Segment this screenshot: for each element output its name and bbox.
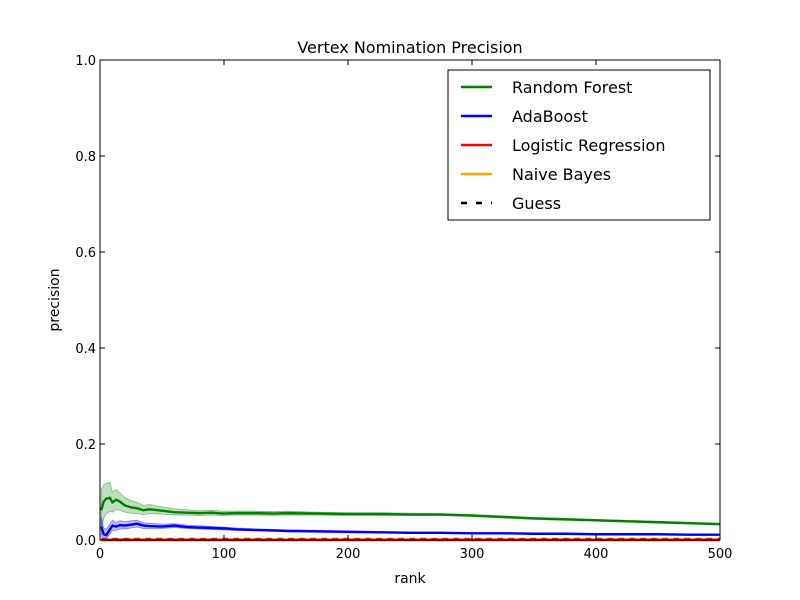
y-axis-label: precision <box>47 268 63 331</box>
x-tick-label: 300 <box>460 547 485 562</box>
x-tick-label: 500 <box>708 547 733 562</box>
legend-label: Random Forest <box>512 78 632 97</box>
legend-item-random-forest: Random Forest <box>461 78 632 97</box>
x-tick-label: 0 <box>96 547 104 562</box>
series-line-random-forest <box>100 496 721 526</box>
legend-item-adaboost: AdaBoost <box>461 107 588 126</box>
x-tick-label: 400 <box>584 547 609 562</box>
legend: Random Forest AdaBoost Logistic Regression… <box>447 69 711 221</box>
y-tick-label: 0.8 <box>75 150 96 165</box>
y-tick-label: 0.2 <box>75 438 96 453</box>
axis-ticks: 0 100 200 300 400 500 0.0 0.2 0.4 0.6 0.8 1.0 <box>75 54 732 562</box>
legend-item-guess: Guess <box>461 194 561 213</box>
legend-label: AdaBoost <box>512 107 588 126</box>
legend-item-logistic-regression: Logistic Regression <box>461 136 665 155</box>
x-tick-label: 100 <box>212 547 237 562</box>
x-axis-label: rank <box>394 571 426 587</box>
legend-label: Naive Bayes <box>512 165 611 184</box>
chart-title: Vertex Nomination Precision <box>297 38 522 57</box>
series-line-adaboost <box>100 522 720 537</box>
legend-item-naive-bayes: Naive Bayes <box>461 165 611 184</box>
plot-frame <box>99 59 721 541</box>
legend-label: Guess <box>512 194 561 213</box>
y-tick-label: 0.4 <box>75 342 96 357</box>
x-tick-label: 200 <box>336 547 361 562</box>
legend-label: Logistic Regression <box>512 136 665 155</box>
y-tick-label: 0.6 <box>75 246 96 261</box>
y-tick-label: 1.0 <box>75 54 96 69</box>
y-tick-label: 0.0 <box>75 534 96 549</box>
